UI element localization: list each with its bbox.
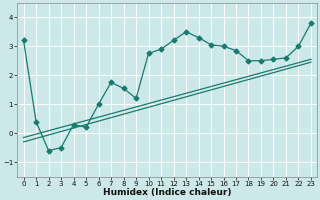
Point [196,36,201,39]
Point [46,149,51,152]
Point [233,49,238,52]
Point [296,45,301,48]
Point [108,81,114,84]
Point [71,123,76,126]
Point [208,43,213,46]
X-axis label: Humidex (Indice chaleur): Humidex (Indice chaleur) [103,188,232,197]
Point [59,146,64,149]
Point [221,45,226,48]
Point [284,56,289,59]
Point [21,39,26,42]
Point [271,58,276,61]
Point [259,59,264,62]
Point [146,52,151,55]
Point [34,120,39,123]
Point [308,21,314,25]
Point [133,97,139,100]
Point [84,126,89,129]
Point [171,39,176,42]
Point [246,59,251,62]
Point [96,103,101,106]
Point [121,87,126,90]
Point [183,30,188,33]
Point [158,48,164,51]
